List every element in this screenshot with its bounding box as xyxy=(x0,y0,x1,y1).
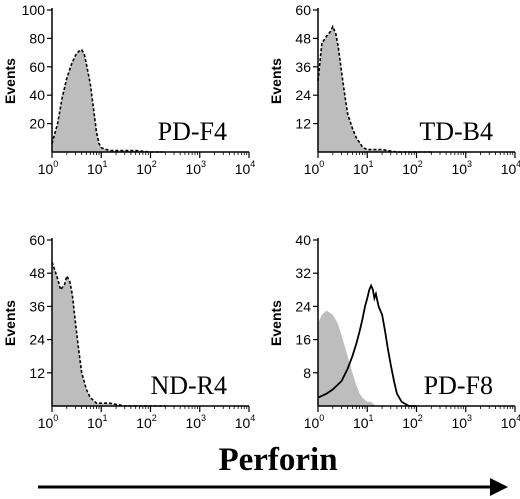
y-tick-label: 36 xyxy=(29,298,45,314)
panel-label: PD-F4 xyxy=(158,117,227,146)
histogram-panel-2: 100 101 102 103 104 12 24 36 48 60 Events TD-B4 xyxy=(268,2,520,177)
y-tick-label: 24 xyxy=(295,298,311,314)
x-tick-label: 102 xyxy=(136,159,157,177)
direction-arrow xyxy=(38,478,508,496)
y-tick-label: 20 xyxy=(29,116,45,132)
series-1-outline xyxy=(51,261,166,407)
x-tick-label: 101 xyxy=(87,159,108,177)
x-tick-label: 102 xyxy=(136,413,157,431)
panel-label: PD-F8 xyxy=(424,371,493,400)
x-tick-label: 103 xyxy=(451,159,472,177)
x-tick-label: 104 xyxy=(235,159,256,177)
panel-label: TD-B4 xyxy=(419,117,493,146)
histogram-panel-1: 100 101 102 103 104 20 40 60 80 100 Events PD-F4 xyxy=(2,2,255,177)
series-1-fill xyxy=(52,262,166,406)
x-tick-label: 104 xyxy=(501,413,520,431)
series-1-outline xyxy=(51,48,166,153)
x-tick-label: 104 xyxy=(235,413,256,431)
x-tick-label: 103 xyxy=(451,413,472,431)
y-axis-label: Events xyxy=(2,300,18,346)
x-tick-label: 100 xyxy=(38,413,59,431)
y-tick-label: 8 xyxy=(303,365,311,381)
histogram-panel-3: 100 101 102 103 104 12 24 36 48 60 Events ND-R4 xyxy=(2,232,255,431)
y-tick-label: 12 xyxy=(295,116,311,132)
y-tick-label: 100 xyxy=(22,2,46,18)
y-tick-label: 12 xyxy=(29,365,45,381)
y-tick-label: 16 xyxy=(295,332,311,348)
y-tick-label: 60 xyxy=(29,232,45,248)
histogram-panel-4: 100 101 102 103 104 8 16 24 32 40 Events PD-F8 xyxy=(268,232,520,431)
x-tick-label: 101 xyxy=(353,413,374,431)
panel-label: ND-R4 xyxy=(150,371,227,400)
x-axis-title: Perforin xyxy=(218,442,337,478)
x-tick-label: 101 xyxy=(87,413,108,431)
y-axis-label: Events xyxy=(2,58,18,104)
series-2-line xyxy=(317,283,417,407)
x-tick-label: 103 xyxy=(185,413,206,431)
x-tick-label: 104 xyxy=(501,159,520,177)
y-tick-label: 36 xyxy=(295,59,311,75)
y-tick-label: 40 xyxy=(29,87,45,103)
y-tick-label: 40 xyxy=(295,232,311,248)
x-tick-label: 100 xyxy=(304,413,325,431)
y-tick-label: 24 xyxy=(295,87,311,103)
x-tick-label: 100 xyxy=(304,159,325,177)
y-tick-label: 24 xyxy=(29,332,45,348)
y-tick-label: 48 xyxy=(29,265,45,281)
series-1-outline xyxy=(317,24,432,153)
series-1-fill xyxy=(52,49,166,152)
series-1-fill xyxy=(318,26,432,153)
y-tick-label: 48 xyxy=(295,30,311,46)
y-axis-label: Events xyxy=(268,58,284,104)
x-tick-label: 102 xyxy=(402,159,423,177)
x-tick-label: 103 xyxy=(185,159,206,177)
y-tick-label: 60 xyxy=(29,59,45,75)
y-tick-label: 32 xyxy=(295,265,311,281)
series-1-fill xyxy=(318,310,383,406)
x-tick-label: 100 xyxy=(38,159,59,177)
y-axis-label: Events xyxy=(268,300,284,346)
x-tick-label: 102 xyxy=(402,413,423,431)
y-tick-label: 60 xyxy=(295,2,311,18)
y-tick-label: 80 xyxy=(29,30,45,46)
x-tick-label: 101 xyxy=(353,159,374,177)
